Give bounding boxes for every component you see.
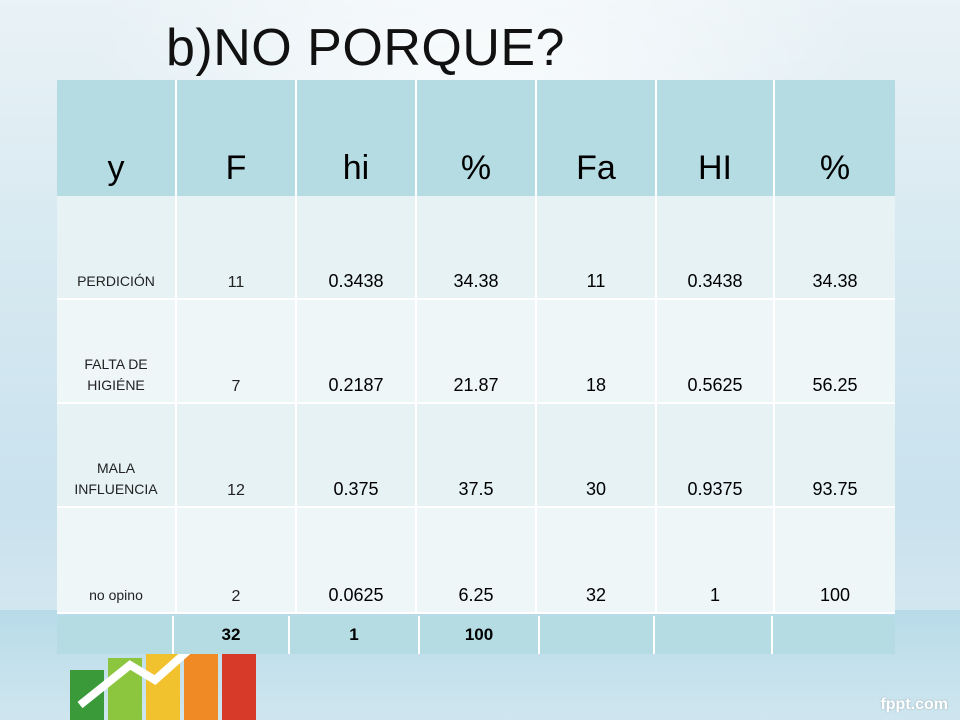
- totals-row: 32 1 100: [57, 616, 895, 654]
- row-label: PERDICIÓN: [77, 273, 155, 289]
- cell-f: 11: [227, 274, 245, 291]
- cell-fa: 18: [585, 375, 607, 395]
- cell-percent: 6.25: [458, 585, 494, 605]
- total-hi-cumulative: [655, 616, 773, 654]
- total-label: [57, 616, 174, 654]
- cell-hi: 0.3438: [328, 271, 384, 291]
- cell-hi: 0.2187: [328, 375, 384, 395]
- cell-hi-cumulative: 1: [709, 585, 720, 605]
- growth-chart-decoration: [70, 622, 256, 720]
- total-hi: 1: [290, 616, 420, 654]
- cell-f: 7: [231, 378, 241, 395]
- cell-percent: 37.5: [458, 479, 494, 499]
- cell-fa: 32: [585, 585, 607, 605]
- cell-percent-cumulative: 56.25: [812, 375, 858, 395]
- header-percent-cumulative: %: [775, 80, 895, 196]
- header-hi: hi: [297, 80, 417, 196]
- cell-hi: 0.375: [333, 479, 379, 499]
- table-row: PERDICIÓN 11 0.3438 34.38 11 0.3438 34.3…: [57, 196, 895, 300]
- cell-fa: 11: [586, 271, 606, 291]
- cell-percent-cumulative: 34.38: [812, 271, 858, 291]
- row-label: no opino: [89, 587, 143, 603]
- header-f: F: [177, 80, 297, 196]
- table-row: MALA INFLUENCIA 12 0.375 37.5 30 0.9375 …: [57, 404, 895, 508]
- cell-fa: 30: [585, 479, 607, 499]
- cell-hi: 0.0625: [328, 585, 384, 605]
- row-label: FALTA DE HIGIÉNE: [84, 356, 148, 393]
- table-row: FALTA DE HIGIÉNE 7 0.2187 21.87 18 0.562…: [57, 300, 895, 404]
- frequency-table: y F hi % Fa HI % PERDICIÓN 11 0.3438 34.…: [57, 80, 895, 656]
- row-label: MALA INFLUENCIA: [74, 460, 158, 497]
- cell-hi-cumulative: 0.5625: [687, 375, 743, 395]
- total-fa: [540, 616, 655, 654]
- cell-f: 12: [227, 482, 245, 499]
- header-hi-cumulative: HI: [657, 80, 775, 196]
- total-f: 32: [174, 616, 290, 654]
- header-row: y F hi % Fa HI %: [57, 80, 895, 196]
- header-y: y: [57, 80, 177, 196]
- cell-percent-cumulative: 93.75: [812, 479, 858, 499]
- cell-hi-cumulative: 0.9375: [687, 479, 743, 499]
- cell-percent: 21.87: [453, 375, 499, 395]
- cell-hi-cumulative: 0.3438: [687, 271, 743, 291]
- table-row: no opino 2 0.0625 6.25 32 1 100: [57, 508, 895, 614]
- watermark-text: fppt.com: [880, 696, 948, 713]
- total-percent-cumulative: [773, 616, 895, 654]
- cell-percent: 34.38: [453, 271, 499, 291]
- header-fa: Fa: [537, 80, 657, 196]
- cell-f: 2: [231, 588, 241, 605]
- total-percent: 100: [420, 616, 540, 654]
- slide-title: b)NO PORQUE?: [166, 19, 565, 77]
- header-percent: %: [417, 80, 537, 196]
- cell-percent-cumulative: 100: [819, 585, 851, 605]
